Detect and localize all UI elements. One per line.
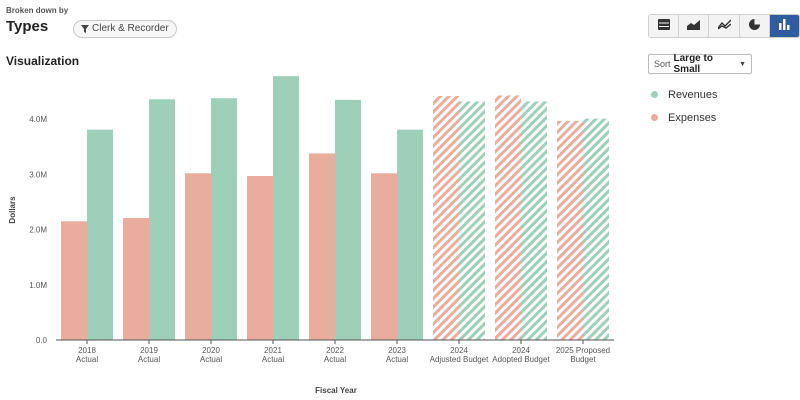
sort-prefix: Sort — [654, 59, 671, 69]
filter-chip-clerk-recorder[interactable]: Clerk & Recorder — [73, 20, 177, 38]
y-tick-label: 0.0 — [36, 336, 48, 345]
chart-legend: Revenues Expenses — [651, 83, 718, 129]
x-tick-label: Actual — [138, 355, 160, 364]
x-tick-label: 2024 — [450, 346, 468, 355]
x-tick-label: 2023 — [388, 346, 406, 355]
x-tick-label: 2018 — [78, 346, 96, 355]
x-tick-label: Budget — [570, 355, 596, 364]
x-tick-label: Actual — [76, 355, 98, 364]
page-title: Types — [6, 18, 49, 35]
x-tick-label: Adopted Budget — [492, 355, 550, 364]
x-tick-label: Adjusted Budget — [430, 355, 489, 364]
chevron-down-icon: ▼ — [739, 60, 746, 68]
legend-swatch-revenues — [651, 91, 658, 98]
y-axis-title: Dollars — [8, 196, 17, 224]
area-chart-view-button[interactable] — [679, 15, 710, 37]
x-tick-label: 2024 — [512, 346, 530, 355]
bar-revenues-2018-actual[interactable] — [87, 129, 113, 340]
bar-revenues-2024-adopted-budget[interactable] — [521, 101, 547, 341]
x-tick-label: 2022 — [326, 346, 344, 355]
area-chart-icon — [687, 17, 701, 35]
broken-down-by-label: Broken down by — [6, 6, 69, 15]
bar-revenues-2025-proposed-budget[interactable] — [583, 118, 609, 340]
visualization-heading: Visualization — [6, 54, 80, 68]
x-tick-label: 2020 — [202, 346, 220, 355]
bar-expenses-2024-adopted-budget[interactable] — [495, 95, 521, 340]
x-tick-label: Actual — [386, 355, 408, 364]
legend-label-expenses: Expenses — [668, 111, 717, 124]
bar-expenses-2022-actual[interactable] — [309, 153, 335, 340]
bar-expenses-2021-actual[interactable] — [247, 176, 273, 340]
bar-revenues-2022-actual[interactable] — [335, 99, 361, 340]
bar-expenses-2020-actual[interactable] — [185, 173, 211, 340]
legend-item-revenues[interactable]: Revenues — [651, 83, 718, 106]
sort-value: Large to Small — [673, 53, 713, 75]
sort-dropdown[interactable]: Sort Large to Small ▼ — [648, 53, 752, 75]
x-tick-label: Actual — [324, 355, 346, 364]
y-tick-label: 3.0M — [29, 170, 47, 179]
x-tick-label: Actual — [200, 355, 222, 364]
y-tick-label: 1.0M — [29, 281, 47, 290]
bar-revenues-2020-actual[interactable] — [211, 98, 237, 340]
bar-revenues-2021-actual[interactable] — [273, 76, 299, 341]
x-tick-label: 2025 Proposed — [556, 346, 610, 355]
bar-expenses-2025-proposed-budget[interactable] — [557, 120, 583, 341]
bar-chart-icon — [778, 17, 790, 35]
pie-chart-icon — [748, 17, 760, 35]
bar-expenses-2023-actual[interactable] — [371, 173, 397, 340]
bar-expenses-2018-actual[interactable] — [61, 221, 87, 340]
x-tick-label: Actual — [262, 355, 284, 364]
legend-label-revenues: Revenues — [668, 88, 718, 101]
line-chart-view-button[interactable] — [709, 15, 740, 37]
pie-chart-view-button[interactable] — [739, 15, 770, 37]
filter-icon — [81, 25, 89, 33]
bar-expenses-2024-adjusted-budget[interactable] — [433, 95, 459, 341]
view-toggle — [648, 14, 800, 38]
y-tick-label: 4.0M — [29, 115, 47, 124]
line-chart-icon — [716, 17, 731, 35]
bar-revenues-2024-adjusted-budget[interactable] — [459, 101, 485, 341]
filter-chip-label: Clerk & Recorder — [92, 23, 169, 34]
bar-chart-view-button[interactable] — [769, 15, 799, 37]
table-view-button[interactable] — [649, 15, 680, 37]
x-axis-title: Fiscal Year — [315, 386, 357, 395]
table-icon — [657, 17, 670, 35]
bar-revenues-2019-actual[interactable] — [149, 99, 175, 341]
bar-expenses-2019-actual[interactable] — [123, 217, 149, 340]
x-tick-label: 2021 — [264, 346, 282, 355]
y-tick-label: 2.0M — [29, 226, 47, 235]
x-tick-label: 2019 — [140, 346, 158, 355]
legend-swatch-expenses — [651, 114, 658, 121]
bar-chart: 0.01.0M2.0M3.0M4.0M 2018Actual2019Actual… — [8, 76, 614, 395]
bar-revenues-2023-actual[interactable] — [397, 129, 423, 340]
legend-item-expenses[interactable]: Expenses — [651, 106, 718, 129]
